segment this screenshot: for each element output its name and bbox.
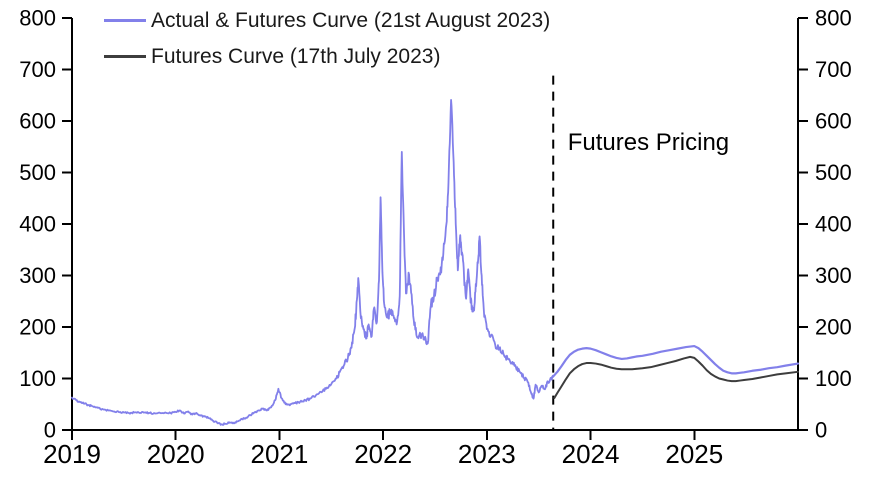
y-tick-label-left: 800 (19, 6, 56, 31)
chart-legend: Actual & Futures Curve (21st August 2023… (104, 2, 550, 74)
legend-line-swatch-black (104, 54, 146, 58)
y-tick-label-right: 300 (815, 263, 852, 288)
legend-entry-futures-july: Futures Curve (17th July 2023) (104, 38, 550, 74)
x-tick-label: 2021 (251, 439, 309, 469)
series-0-segment-1-line (552, 344, 800, 378)
x-tick-label: 2023 (458, 439, 516, 469)
x-tick-label: 2020 (147, 439, 205, 469)
y-tick-label-right: 800 (815, 6, 852, 31)
legend-entry-actual-futures: Actual & Futures Curve (21st August 2023… (104, 2, 550, 38)
x-tick-label: 2019 (43, 439, 101, 469)
y-tick-label-left: 700 (19, 57, 56, 82)
y-tick-label-left: 100 (19, 366, 56, 391)
legend-label-futures-july: Futures Curve (17th July 2023) (151, 44, 441, 68)
y-tick-label-right: 200 (815, 315, 852, 340)
legend-label-actual-futures: Actual & Futures Curve (21st August 2023… (151, 8, 551, 32)
x-tick-label: 2022 (354, 439, 412, 469)
y-tick-label-left: 0 (44, 418, 56, 443)
y-tick-label-left: 500 (19, 160, 56, 185)
series-1-segment-0-line (553, 355, 799, 400)
y-tick-label-right: 700 (815, 57, 852, 82)
y-tick-label-left: 300 (19, 263, 56, 288)
series-0-segment-0-line (71, 98, 555, 426)
y-tick-label-right: 100 (815, 366, 852, 391)
legend-line-swatch-purple (104, 18, 146, 22)
y-tick-label-left: 200 (19, 315, 56, 340)
y-tick-label-left: 400 (19, 212, 56, 237)
y-tick-label-left: 600 (19, 109, 56, 134)
y-tick-label-right: 600 (815, 109, 852, 134)
y-tick-label-right: 0 (815, 418, 827, 443)
y-tick-label-right: 400 (815, 212, 852, 237)
x-tick-label: 2025 (665, 439, 723, 469)
x-tick-label: 2024 (562, 439, 620, 469)
y-tick-label-right: 500 (815, 160, 852, 185)
futures-pricing-annotation: Futures Pricing (567, 128, 730, 156)
